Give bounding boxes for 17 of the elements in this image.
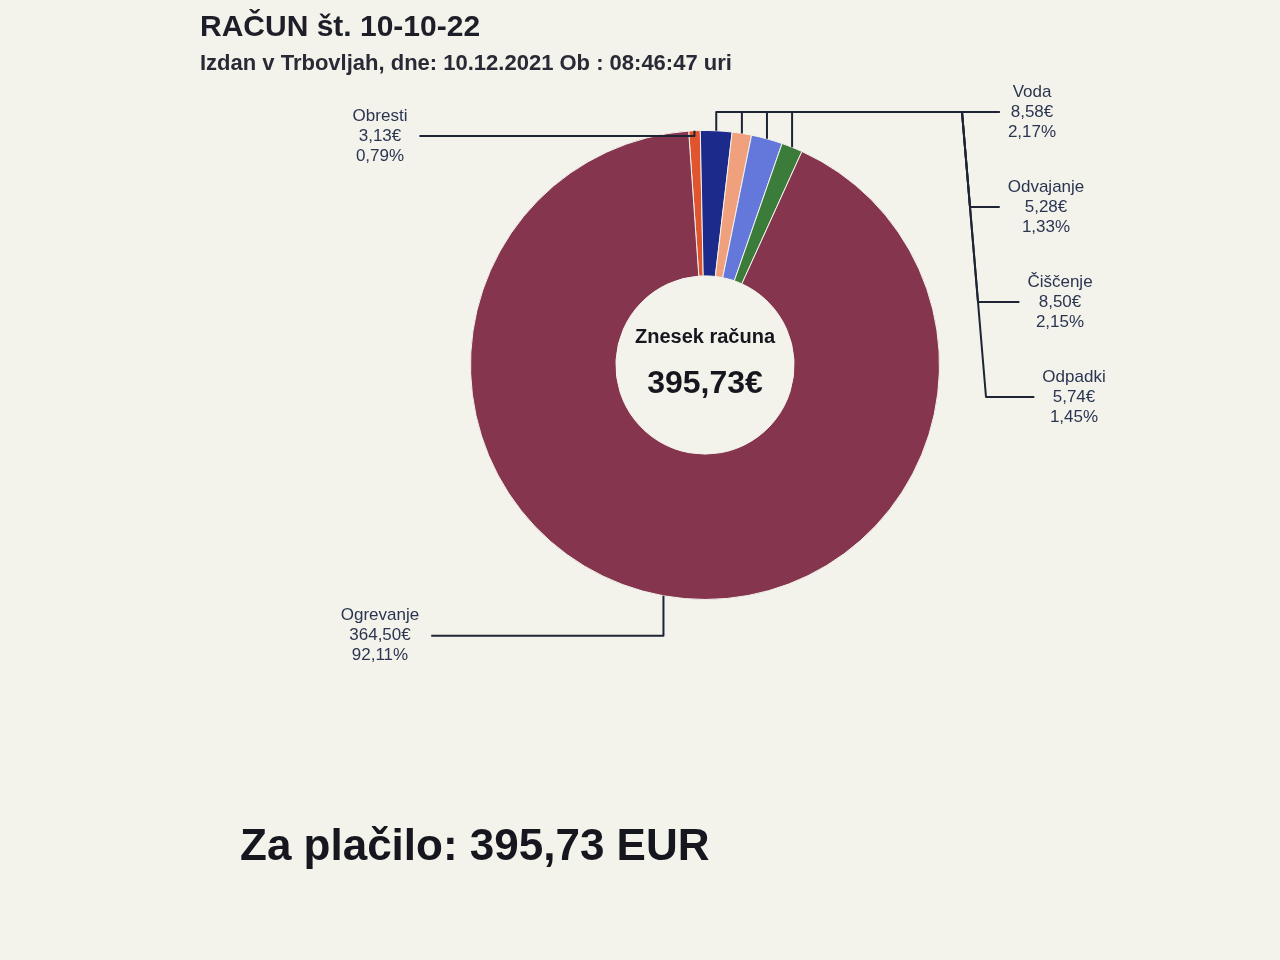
slice-label: Voda	[1012, 81, 1052, 101]
text: Za plačilo: 395,73 EUR	[240, 820, 710, 869]
data-label: 5,74€ 1,45%	[1049, 386, 1099, 426]
data-label: 8,58€ 2,17%	[1007, 101, 1057, 141]
slice-label: Odvajanje	[1007, 176, 1085, 196]
slice-label: Čiščenje	[1027, 271, 1093, 291]
slice-label: Ogrevanje	[340, 605, 420, 625]
chart-title: RAČUN št. 10-10-22	[200, 9, 481, 42]
text: 395,73€	[647, 364, 764, 400]
data-label: 5,28€ 1,33%	[1021, 196, 1071, 236]
text: Znesek računa	[634, 325, 776, 347]
data-label: 364,50€ 92,11%	[349, 625, 412, 665]
chart-subtitle: Izdan v Trbovljah, dne: 10.12.2021 Ob : 08:46:47 uri	[200, 50, 732, 75]
data-label: 8,50€ 2,15%	[1035, 291, 1085, 331]
slice-label: Odpadki	[1042, 366, 1106, 386]
data-label: 3,13€ 0,79%	[355, 125, 405, 165]
slice-label: Obresti	[352, 105, 408, 125]
